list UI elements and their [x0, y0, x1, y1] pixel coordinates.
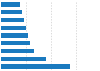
Bar — [1, 26, 26, 30]
Bar — [1, 41, 30, 45]
Bar — [1, 33, 28, 38]
Bar — [1, 18, 24, 22]
Bar — [1, 2, 20, 7]
Bar — [1, 49, 34, 53]
Bar — [1, 57, 46, 61]
Bar — [1, 10, 22, 14]
Bar — [1, 64, 70, 69]
